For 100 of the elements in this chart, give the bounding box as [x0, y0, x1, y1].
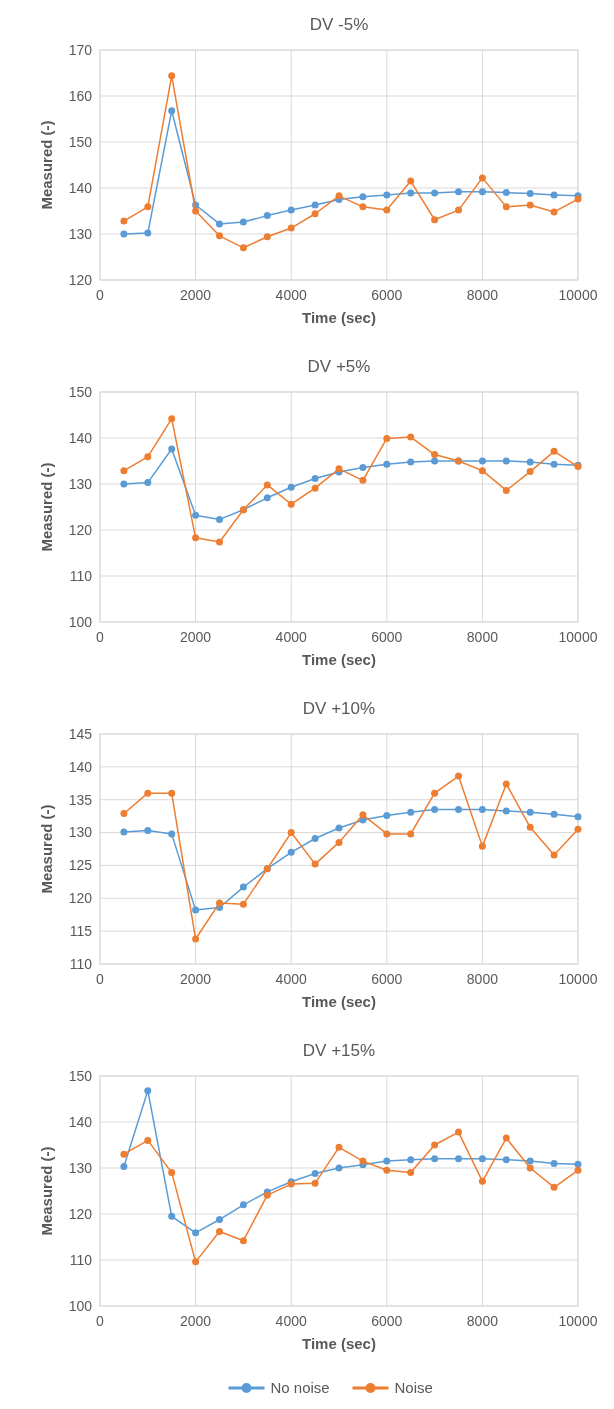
point: [383, 206, 391, 214]
y-tick-label: 150: [68, 383, 93, 400]
x-tick-label: 8000: [466, 629, 499, 645]
point: [287, 500, 295, 508]
point: [407, 177, 415, 185]
point: [526, 808, 534, 816]
point: [335, 838, 343, 846]
point: [239, 244, 247, 252]
point: [168, 1212, 176, 1220]
point: [359, 463, 367, 471]
x-tick-label: 2000: [180, 287, 212, 303]
x-tick-label: 6000: [371, 287, 403, 303]
point: [478, 1155, 486, 1163]
y-tick-label: 130: [68, 225, 93, 242]
point: [502, 486, 510, 494]
point: [287, 829, 295, 837]
point: [287, 483, 295, 491]
y-tick-label: 130: [68, 824, 93, 841]
point: [239, 883, 247, 891]
point: [311, 860, 319, 868]
point: [144, 479, 152, 487]
point: [335, 1164, 343, 1172]
point: [335, 1143, 343, 1151]
point: [311, 210, 319, 218]
x-tick-label: 8000: [466, 971, 499, 987]
point: [120, 230, 128, 238]
point: [407, 830, 415, 838]
point: [431, 789, 439, 797]
point: [216, 232, 223, 240]
point: [502, 189, 510, 197]
point: [287, 848, 295, 856]
point: [455, 1155, 462, 1163]
y-tick-label: 145: [68, 725, 93, 742]
point: [311, 1170, 319, 1178]
point: [550, 851, 558, 859]
point: [383, 830, 391, 838]
point: [120, 480, 128, 488]
point: [120, 467, 128, 475]
point: [168, 415, 176, 423]
point: [550, 460, 558, 468]
point: [192, 906, 200, 914]
point: [144, 1136, 152, 1144]
point: [431, 806, 439, 814]
point: [120, 217, 128, 225]
point: [526, 458, 534, 466]
point: [120, 828, 128, 836]
point: [526, 201, 534, 209]
point: [216, 1227, 223, 1235]
x-tick-label: 0: [96, 629, 105, 645]
y-tick-label: 120: [68, 521, 93, 538]
y-tick-label: 140: [68, 179, 93, 196]
point: [192, 1229, 200, 1237]
x-tick-label: 4000: [275, 1313, 307, 1329]
x-tick-label: 4000: [275, 971, 307, 987]
point: [502, 203, 510, 211]
point: [144, 827, 152, 835]
point: [431, 1141, 439, 1149]
point: [455, 772, 462, 780]
y-tick-label: 120: [68, 271, 93, 288]
point: [407, 189, 415, 197]
x-tick-label: 10000: [558, 971, 598, 987]
x-tick-label: 4000: [275, 287, 307, 303]
point: [263, 212, 271, 220]
point: [359, 1157, 367, 1165]
point: [574, 825, 582, 833]
chart-title: DV +15%: [302, 1041, 376, 1060]
point: [120, 1163, 128, 1171]
point: [383, 460, 391, 468]
point: [216, 515, 223, 523]
x-tick-label: 6000: [371, 971, 403, 987]
point: [311, 834, 319, 842]
y-tick-label: 150: [68, 133, 93, 150]
point: [239, 1201, 247, 1209]
point: [192, 511, 200, 519]
x-tick-label: 10000: [558, 1313, 598, 1329]
point: [144, 229, 152, 237]
point: [478, 188, 486, 196]
point: [216, 538, 223, 546]
y-tick-label: 130: [68, 1159, 93, 1176]
point: [168, 789, 176, 797]
x-axis-title: Time (sec): [302, 309, 376, 326]
point: [192, 207, 200, 215]
point: [455, 806, 462, 814]
point: [311, 1179, 319, 1187]
y-tick-label: 150: [68, 1067, 93, 1084]
x-tick-label: 0: [96, 287, 105, 303]
point: [383, 434, 391, 442]
x-tick-label: 4000: [275, 629, 307, 645]
point: [407, 1156, 415, 1164]
y-tick-label: 140: [68, 1113, 93, 1130]
x-tick-label: 0: [96, 1313, 105, 1329]
point: [335, 192, 343, 200]
point: [478, 842, 486, 850]
point: [478, 806, 486, 814]
y-tick-label: 110: [69, 567, 93, 584]
y-tick-label: 130: [68, 475, 93, 492]
y-tick-label: 110: [69, 1251, 93, 1268]
point: [526, 190, 534, 198]
point: [144, 453, 152, 461]
point: [407, 1169, 415, 1177]
